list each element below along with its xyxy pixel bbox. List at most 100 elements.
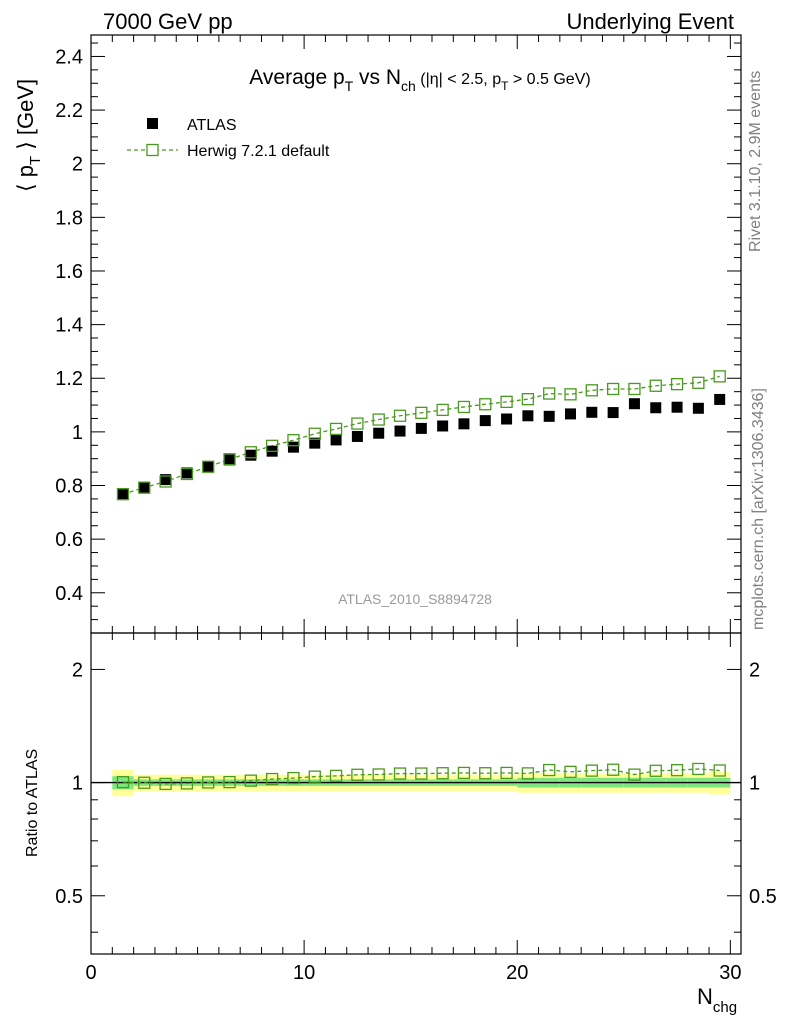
legend-atlas-label: ATLAS — [187, 117, 237, 134]
herwig-point — [479, 398, 492, 411]
ratio-herwig-point — [202, 776, 215, 789]
atlas-point — [309, 437, 321, 449]
ratio-herwig-point — [415, 767, 428, 780]
ratio-panel-series — [116, 762, 726, 791]
herwig-point — [202, 460, 215, 473]
ratio-axis-label: Ratio to ATLAS — [24, 749, 41, 857]
x-axis-label: Nchg — [697, 984, 737, 1016]
ratio-herwig-point — [479, 767, 492, 780]
ratio-herwig-point — [670, 764, 684, 777]
main-y-tick-label: 1.2 — [55, 368, 83, 390]
ratio-y-tick-label: 2 — [72, 659, 83, 681]
main-y-tick-label: 2.4 — [55, 46, 83, 68]
herwig-point — [159, 475, 172, 488]
herwig-point — [138, 481, 151, 494]
herwig-point — [436, 403, 449, 417]
atlas-point — [479, 415, 491, 427]
ratio-herwig-point — [692, 762, 705, 776]
ratio-herwig-point — [628, 768, 641, 781]
herwig-point — [223, 453, 236, 466]
ratio-herwig-point — [159, 777, 172, 791]
ratio-panel-axes: 0 10 20 30 0.5 0.5 1 1 2 2 — [55, 633, 777, 984]
herwig-point — [670, 377, 684, 391]
ratio-herwig-point — [543, 763, 556, 777]
herwig-point — [265, 439, 279, 452]
ratio-herwig-point — [436, 767, 449, 780]
atlas-point — [117, 489, 129, 501]
x-tick-label: 10 — [293, 962, 315, 984]
atlas-point — [351, 430, 363, 442]
herwig-point — [543, 387, 556, 400]
ratio-panel-frame — [90, 632, 742, 955]
rivet-version-label: Rivet 3.1.10, 2.9M events — [747, 71, 764, 252]
plot-title: Average pT vs Nch (|η| < 2.5, pT > 0.5 G… — [249, 66, 590, 94]
herwig-line — [122, 375, 720, 495]
herwig-point — [180, 467, 194, 481]
atlas-point — [692, 402, 704, 414]
ratio-y-tick-label-right: 0.5 — [749, 886, 777, 908]
legend-herwig-marker — [146, 143, 159, 157]
atlas-point — [522, 410, 534, 422]
herwig-point — [287, 434, 300, 447]
atlas-point — [650, 402, 662, 414]
herwig-point — [713, 370, 726, 383]
main-panel-series — [116, 370, 726, 501]
herwig-point — [692, 376, 705, 389]
atlas-point — [287, 441, 299, 453]
atlas-point — [394, 425, 406, 437]
herwig-point — [585, 384, 598, 397]
main-y-tick-label: 1.6 — [55, 261, 83, 283]
atlas-point — [373, 427, 385, 439]
ratio-herwig-point — [457, 766, 471, 780]
ratio-herwig-point — [351, 768, 364, 781]
legend: ATLAS Herwig 7.2.1 default — [127, 117, 330, 160]
atlas-point — [628, 398, 640, 410]
main-y-tick-label: 0.4 — [55, 583, 83, 605]
ratio-herwig-point — [521, 767, 535, 780]
ratio-herwig-point — [138, 776, 151, 789]
atlas-point — [245, 449, 257, 461]
x-tick-label: 30 — [719, 962, 741, 984]
ratio-herwig-point — [244, 774, 257, 787]
main-y-tick-label: 0.6 — [55, 529, 83, 551]
herwig-point — [415, 406, 428, 419]
atlas-point — [543, 410, 555, 422]
ratio-herwig-point — [564, 765, 577, 779]
ratio-herwig-point — [329, 769, 343, 783]
ratio-herwig-point — [180, 777, 194, 790]
analysis-id-label: ATLAS_2010_S8894728 — [338, 591, 492, 607]
ratio-y-tick-label-right: 2 — [749, 659, 760, 681]
ratio-y-tick-label-right: 1 — [749, 773, 760, 795]
atlas-point — [415, 422, 427, 434]
herwig-point — [393, 409, 407, 422]
atlas-point — [671, 401, 683, 413]
herwig-point — [628, 382, 641, 396]
ratio-herwig-line — [122, 768, 720, 785]
ratio-herwig-point — [308, 770, 321, 783]
atlas-point — [586, 406, 598, 418]
ratio-herwig-point — [265, 772, 279, 786]
atlas-point — [138, 481, 150, 493]
x-tick-label: 0 — [85, 962, 96, 984]
herwig-point — [564, 388, 577, 401]
atlas-point — [714, 393, 726, 405]
y-axis-label: ⟨ pT ⟩ [GeV] — [13, 79, 44, 192]
herwig-point — [351, 417, 364, 430]
herwig-point — [521, 393, 535, 406]
herwig-point — [308, 427, 321, 440]
legend-atlas-marker — [147, 118, 158, 129]
atlas-point — [181, 467, 193, 479]
atlas-point — [565, 408, 577, 420]
legend-herwig-label: Herwig 7.2.1 default — [187, 143, 330, 160]
ratio-herwig-point — [223, 775, 236, 789]
ratio-y-tick-label: 0.5 — [55, 886, 83, 908]
ratio-herwig-point — [606, 763, 620, 776]
herwig-point — [649, 379, 662, 392]
atlas-point — [607, 407, 619, 419]
main-y-tick-label: 0.8 — [55, 476, 83, 498]
ratio-herwig-point — [116, 775, 130, 789]
collision-label: 7000 GeV pp — [103, 9, 233, 34]
ratio-y-tick-label: 1 — [72, 773, 83, 795]
main-y-tick-label: 2 — [72, 154, 83, 176]
